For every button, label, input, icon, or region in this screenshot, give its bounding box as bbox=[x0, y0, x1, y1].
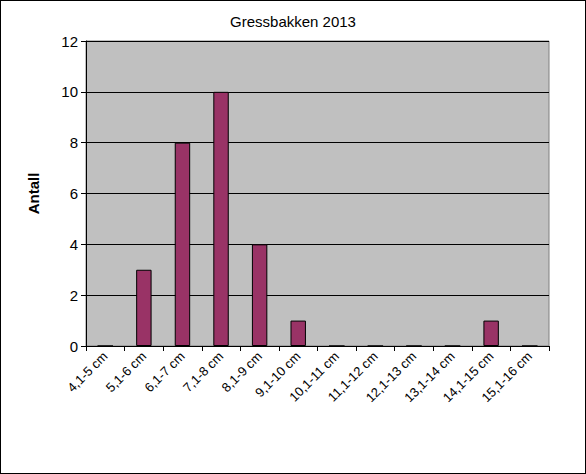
svg-text:9,1-10 cm: 9,1-10 cm bbox=[252, 348, 304, 401]
svg-text:4,1-5 cm: 4,1-5 cm bbox=[64, 349, 110, 395]
svg-text:Gressbakken 2013: Gressbakken 2013 bbox=[230, 13, 356, 30]
svg-text:15,1-16 cm: 15,1-16 cm bbox=[478, 349, 535, 406]
svg-text:7,1-8 cm: 7,1-8 cm bbox=[180, 349, 226, 395]
svg-text:10,1-11 cm: 10,1-11 cm bbox=[286, 348, 343, 405]
svg-text:8,1-9 cm: 8,1-9 cm bbox=[218, 348, 265, 395]
svg-text:0: 0 bbox=[70, 338, 78, 355]
svg-text:6,1-7 cm: 6,1-7 cm bbox=[141, 349, 187, 395]
svg-text:12,1-13 cm: 12,1-13 cm bbox=[362, 348, 420, 406]
svg-text:14,1-15 cm: 14,1-15 cm bbox=[439, 348, 497, 406]
svg-text:10: 10 bbox=[61, 83, 78, 100]
svg-text:5,1-6 cm: 5,1-6 cm bbox=[103, 349, 149, 395]
svg-text:Antall: Antall bbox=[25, 173, 42, 215]
svg-text:8: 8 bbox=[70, 134, 78, 151]
svg-text:6: 6 bbox=[70, 185, 78, 202]
svg-text:11,1-12 cm: 11,1-12 cm bbox=[324, 348, 381, 405]
svg-text:13,1-14 cm: 13,1-14 cm bbox=[401, 348, 458, 406]
svg-text:4: 4 bbox=[70, 236, 78, 253]
svg-text:12: 12 bbox=[61, 33, 78, 50]
svg-text:2: 2 bbox=[70, 287, 78, 304]
